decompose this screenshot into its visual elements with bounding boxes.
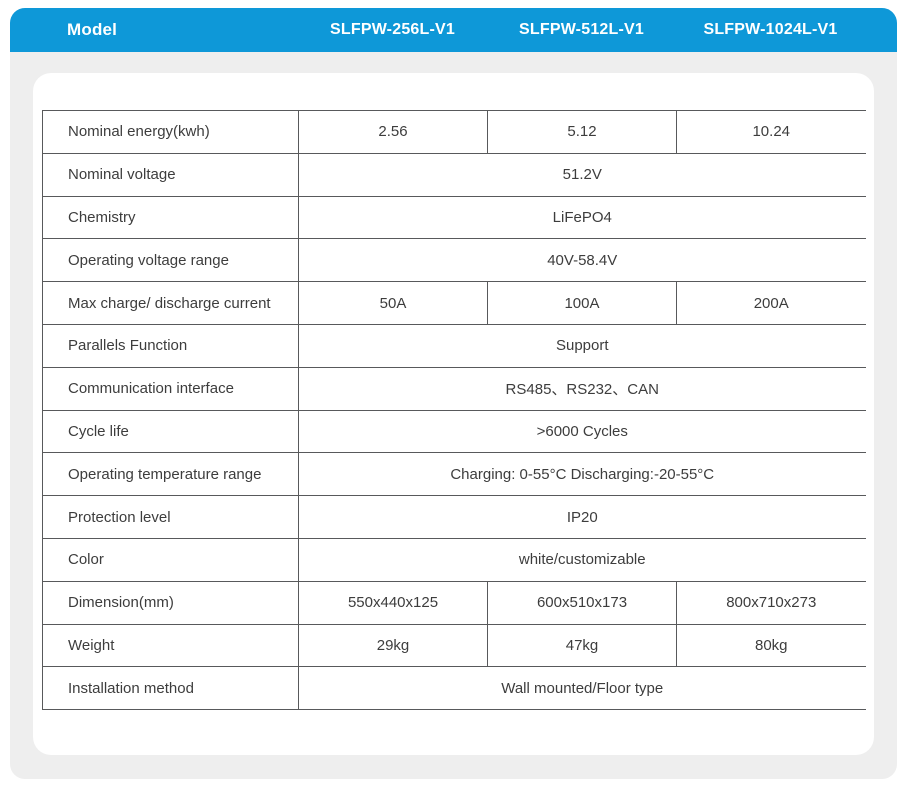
row-value: 50A [298,281,488,325]
model-column-header: SLFPW-1024L-V1 [703,21,838,38]
row-label: Weight [42,624,299,668]
row-value: Support [298,324,866,368]
row-value: IP20 [298,495,866,539]
row-value: 80kg [676,624,866,668]
row-value: 550x440x125 [298,581,488,625]
row-label: Nominal energy(kwh) [42,110,299,154]
table-row: Protection level IP20 [42,495,866,539]
row-label: Max charge/ discharge current [42,281,299,325]
row-value: >6000 Cycles [298,410,866,454]
table-row: Cycle life >6000 Cycles [42,410,866,454]
table-row: Operating temperature range Charging: 0-… [42,452,866,497]
spec-panel: Model SLFPW-256L-V1 SLFPW-512L-V1 SLFPW-… [10,8,897,779]
row-label: Operating temperature range [42,452,299,497]
table-row: Max charge/ discharge current 50A 100A 2… [42,281,866,325]
table-row: Parallels Function Support [42,324,866,368]
row-value: Wall mounted/Floor type [298,666,866,711]
row-value: LiFePO4 [298,196,866,240]
row-value: 40V-58.4V [298,238,866,283]
table-row: Nominal voltage 51.2V [42,153,866,197]
model-column-header: SLFPW-512L-V1 [519,21,644,38]
row-value: white/customizable [298,538,866,582]
row-label: Dimension(mm) [42,581,299,625]
table-row: Color white/customizable [42,538,866,582]
row-value: 51.2V [298,153,866,197]
row-value: 600x510x173 [487,581,677,625]
table-wrapper: Nominal energy(kwh) 2.56 5.12 10.24 Nomi… [42,110,866,711]
table-row: Operating voltage range 40V-58.4V [42,238,866,283]
table-row: Installation method Wall mounted/Floor t… [42,666,866,711]
table-row: Dimension(mm) 550x440x125 600x510x173 80… [42,581,866,625]
row-value: 200A [676,281,866,325]
row-label: Nominal voltage [42,153,299,197]
table-row: Nominal energy(kwh) 2.56 5.12 10.24 [42,110,866,154]
row-value: 47kg [487,624,677,668]
row-label: Protection level [42,495,299,539]
row-label: Communication interface [42,367,299,411]
table-row: Communication interface RS485、RS232、CAN [42,367,866,411]
row-value: 10.24 [676,110,866,154]
row-value: 100A [487,281,677,325]
row-label: Operating voltage range [42,238,299,283]
row-value: Charging: 0-55°C Discharging:-20-55°C [298,452,866,497]
row-label: Chemistry [42,196,299,240]
spec-table: Nominal energy(kwh) 2.56 5.12 10.24 Nomi… [42,110,866,711]
row-label: Installation method [42,666,299,711]
spec-card: Nominal energy(kwh) 2.56 5.12 10.24 Nomi… [33,73,874,755]
row-value: RS485、RS232、CAN [298,367,866,411]
row-label: Parallels Function [42,324,299,368]
model-column-header: SLFPW-256L-V1 [330,21,455,38]
row-value: 2.56 [298,110,488,154]
row-value: 5.12 [487,110,677,154]
table-row: Weight 29kg 47kg 80kg [42,624,866,668]
row-label: Color [42,538,299,582]
table-row: Chemistry LiFePO4 [42,196,866,240]
table-header: Model SLFPW-256L-V1 SLFPW-512L-V1 SLFPW-… [10,8,897,52]
row-value: 29kg [298,624,488,668]
header-model-label: Model [67,20,118,39]
row-label: Cycle life [42,410,299,454]
row-value: 800x710x273 [676,581,866,625]
